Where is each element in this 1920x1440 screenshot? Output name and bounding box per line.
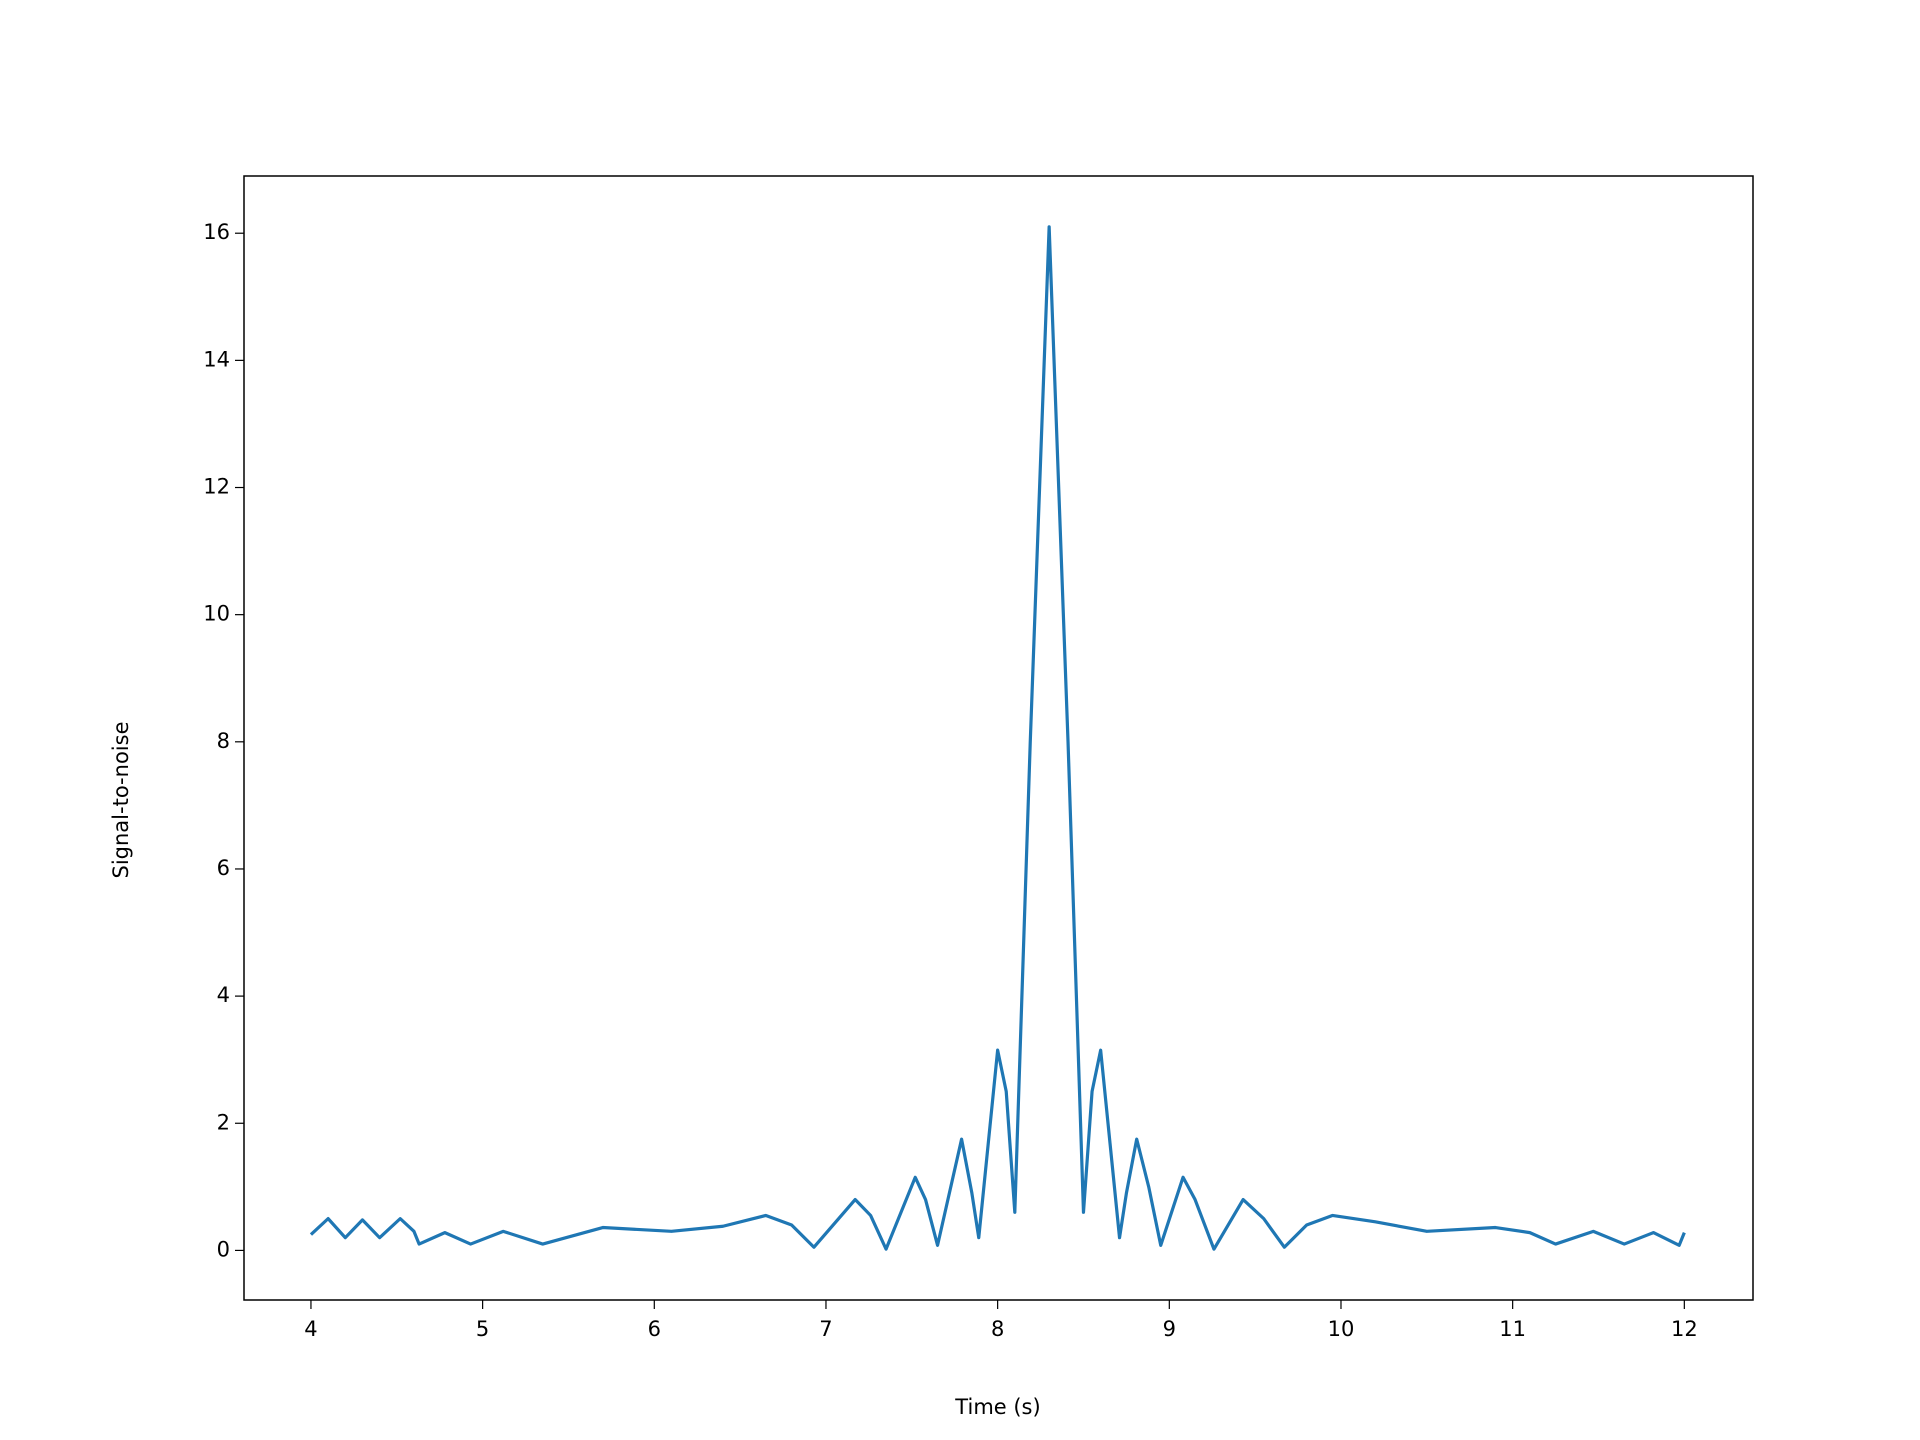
y-tick-label: 16 xyxy=(203,220,230,244)
data-line xyxy=(309,225,1686,1251)
x-tick-label: 10 xyxy=(1328,1317,1355,1341)
x-axis-label: Time (s) xyxy=(954,1395,1040,1419)
x-tick-label: 8 xyxy=(991,1317,1004,1341)
y-tick-label: 8 xyxy=(217,729,230,753)
y-tick-label: 0 xyxy=(217,1237,230,1261)
y-tick-label: 14 xyxy=(203,347,230,371)
x-tick-label: 9 xyxy=(1163,1317,1176,1341)
y-tick-label: 2 xyxy=(217,1110,230,1134)
y-tick-label: 4 xyxy=(217,983,230,1007)
x-tick-label: 11 xyxy=(1499,1317,1526,1341)
y-tick-label: 6 xyxy=(217,856,230,880)
x-tick-label: 6 xyxy=(648,1317,661,1341)
y-axis-label: Signal-to-noise xyxy=(109,722,133,879)
y-tick-label: 12 xyxy=(203,475,230,499)
x-tick-label: 12 xyxy=(1671,1317,1698,1341)
plot-frame xyxy=(243,175,1754,1301)
x-tick-label: 7 xyxy=(819,1317,832,1341)
y-tick-label: 10 xyxy=(203,602,230,626)
x-tick-label: 4 xyxy=(304,1317,317,1341)
x-tick-label: 5 xyxy=(476,1317,489,1341)
